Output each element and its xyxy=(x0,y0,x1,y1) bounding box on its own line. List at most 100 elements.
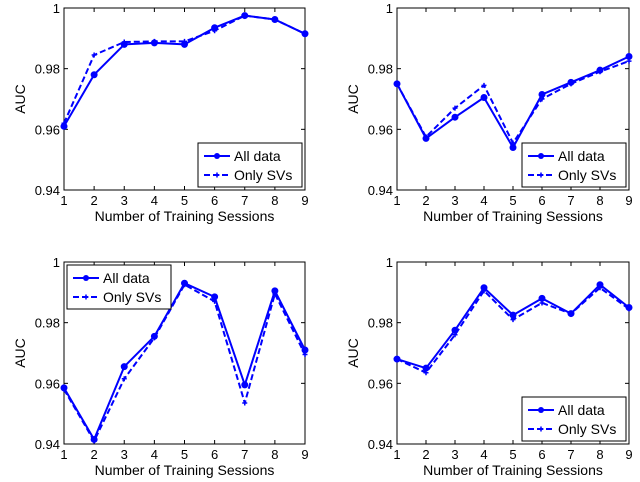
y-tick-label: 0.98 xyxy=(368,62,393,77)
x-tick-label: 8 xyxy=(596,447,603,462)
x-tick-label: 1 xyxy=(393,447,400,462)
x-tick-label: 1 xyxy=(60,447,67,462)
data-point xyxy=(452,105,458,111)
legend-marker xyxy=(83,294,89,300)
x-tick-label: 6 xyxy=(211,193,218,208)
y-tick-label: 0.94 xyxy=(35,183,60,198)
y-tick-label: 0.96 xyxy=(368,122,393,137)
data-point xyxy=(120,363,128,371)
x-tick-label: 2 xyxy=(422,193,429,208)
legend-marker xyxy=(538,172,544,178)
data-point xyxy=(481,288,487,294)
data-point xyxy=(90,71,98,79)
series-only-svs xyxy=(394,58,632,146)
legend-box xyxy=(197,142,303,188)
legend-box xyxy=(66,264,172,310)
legend-box xyxy=(521,396,627,442)
y-tick-label: 0.94 xyxy=(368,437,393,452)
x-axis-label: Number of Training Sessions xyxy=(423,462,603,478)
x-tick-label: 5 xyxy=(509,447,516,462)
data-point xyxy=(452,332,458,338)
x-tick-label: 4 xyxy=(480,193,487,208)
x-tick-label: 4 xyxy=(151,193,158,208)
x-tick-label: 7 xyxy=(567,447,574,462)
y-tick-label: 1 xyxy=(53,255,60,270)
data-point xyxy=(242,400,248,406)
legend-label: All data xyxy=(234,148,281,164)
x-tick-label: 6 xyxy=(538,193,545,208)
legend-marker xyxy=(214,153,220,159)
x-tick-label: 8 xyxy=(271,447,278,462)
y-axis-label: AUC xyxy=(345,338,361,368)
data-point xyxy=(302,31,308,37)
y-tick-label: 0.94 xyxy=(368,183,393,198)
data-point xyxy=(182,38,187,44)
data-point xyxy=(626,58,632,64)
legend-marker xyxy=(538,426,544,432)
data-point xyxy=(241,381,249,389)
series-only-svs xyxy=(61,13,308,126)
x-tick-label: 1 xyxy=(393,193,400,208)
legend-label: Only SVs xyxy=(558,167,616,183)
data-point xyxy=(394,356,400,362)
x-tick-label: 7 xyxy=(241,447,248,462)
data-point xyxy=(61,120,67,126)
data-point xyxy=(272,17,278,23)
data-point xyxy=(121,376,127,382)
x-tick-label: 8 xyxy=(596,193,603,208)
x-tick-label: 9 xyxy=(301,447,308,462)
data-point xyxy=(242,13,248,19)
x-tick-label: 9 xyxy=(625,193,632,208)
legend-label: All data xyxy=(558,148,605,164)
y-tick-label: 1 xyxy=(386,1,393,16)
data-point xyxy=(480,93,488,101)
x-tick-label: 2 xyxy=(91,447,98,462)
data-point xyxy=(182,282,187,288)
legend: All data Only SVs xyxy=(66,264,172,310)
x-tick-label: 7 xyxy=(567,193,574,208)
y-tick-label: 0.94 xyxy=(35,437,60,452)
x-tick-label: 3 xyxy=(451,193,458,208)
data-point xyxy=(151,38,157,44)
y-axis-label: AUC xyxy=(12,84,28,114)
legend-label: Only SVs xyxy=(558,421,616,437)
data-point xyxy=(302,352,308,358)
y-axis-label: AUC xyxy=(345,84,361,114)
x-axis-label: Number of Training Sessions xyxy=(423,208,603,224)
data-point xyxy=(423,370,429,376)
series-only-svs xyxy=(394,285,632,376)
legend-marker xyxy=(214,172,220,178)
y-tick-label: 0.96 xyxy=(368,376,393,391)
data-point xyxy=(91,52,97,58)
x-tick-label: 5 xyxy=(181,447,188,462)
x-tick-label: 8 xyxy=(271,193,278,208)
data-point xyxy=(212,28,218,34)
data-point xyxy=(91,438,97,444)
x-tick-label: 2 xyxy=(422,447,429,462)
x-tick-label: 9 xyxy=(301,193,308,208)
chart-panel-4: 1 2 3 4 5 6 7 8 9 0.94 0.96 0.98 1 Number of Training… xyxy=(345,255,633,478)
data-point xyxy=(539,300,545,306)
chart-panel-2: 1 2 3 4 5 6 7 8 9 0.94 0.96 0.98 1 Number of Training… xyxy=(345,1,633,224)
legend-marker xyxy=(538,153,544,159)
data-point xyxy=(597,69,603,75)
data-point xyxy=(423,134,429,140)
x-tick-label: 7 xyxy=(241,193,248,208)
x-axis-label: Number of Training Sessions xyxy=(95,462,275,478)
x-tick-label: 5 xyxy=(509,193,516,208)
y-axis-label: AUC xyxy=(12,338,28,368)
data-point xyxy=(121,39,127,45)
y-tick-label: 0.96 xyxy=(35,122,60,137)
legend: All data Only SVs xyxy=(521,142,627,188)
y-tick-label: 0.98 xyxy=(368,316,393,331)
y-tick-label: 0.96 xyxy=(35,376,60,391)
x-tick-label: 6 xyxy=(538,447,545,462)
legend-label: Only SVs xyxy=(234,167,292,183)
data-point xyxy=(151,335,157,341)
legend: All data Only SVs xyxy=(521,396,627,442)
data-point xyxy=(510,317,516,323)
x-tick-label: 6 xyxy=(211,447,218,462)
x-tick-label: 4 xyxy=(480,447,487,462)
x-tick-label: 1 xyxy=(60,193,67,208)
